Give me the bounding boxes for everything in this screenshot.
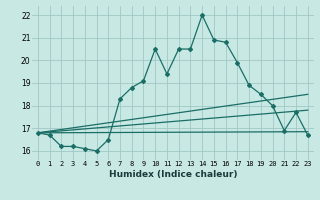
X-axis label: Humidex (Indice chaleur): Humidex (Indice chaleur) [108,170,237,179]
